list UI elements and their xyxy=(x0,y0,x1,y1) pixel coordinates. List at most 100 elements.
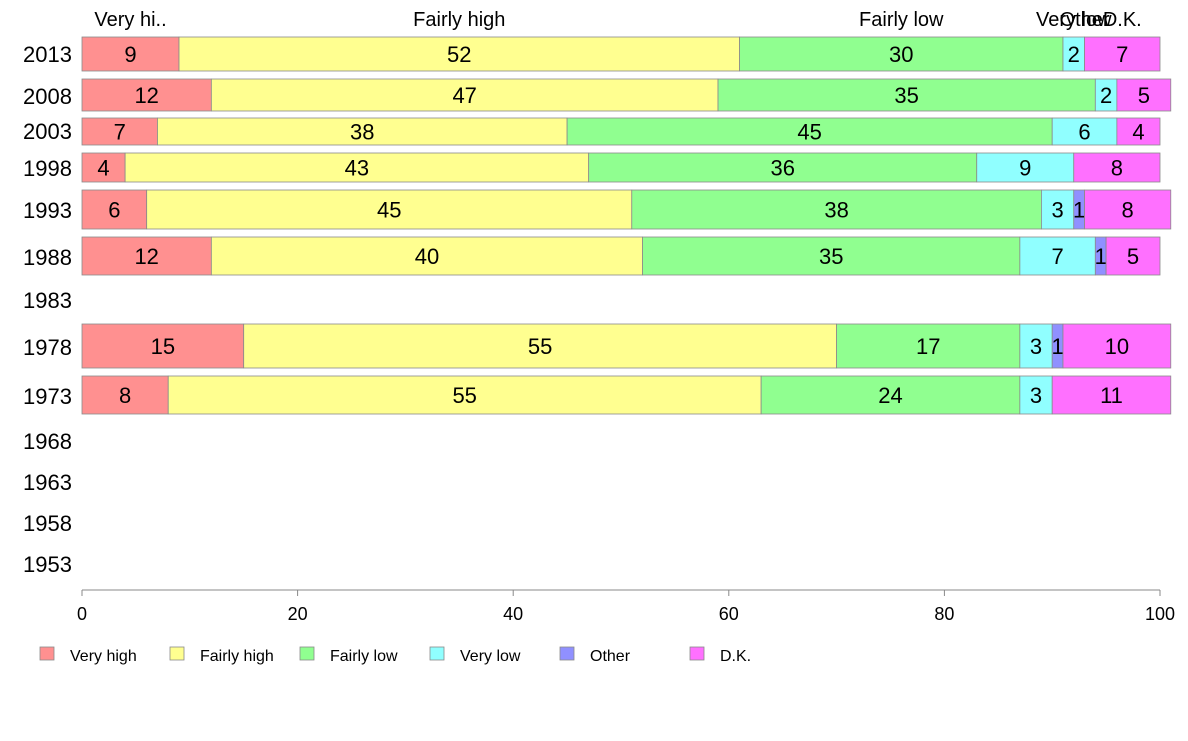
data-label: 5 xyxy=(1138,83,1150,108)
data-label: 5 xyxy=(1127,244,1139,269)
year-label: 1953 xyxy=(23,552,72,577)
year-label: 1993 xyxy=(23,198,72,223)
data-label: 6 xyxy=(1078,120,1090,145)
data-label: 1 xyxy=(1073,198,1085,223)
data-label: 12 xyxy=(134,244,158,269)
bar-segment xyxy=(631,189,1042,230)
legend-swatch xyxy=(39,646,55,661)
x-tick-label: 20 xyxy=(288,604,308,624)
legend-swatch xyxy=(689,646,705,661)
top-label-1: Fairly high xyxy=(413,9,505,31)
data-label: 15 xyxy=(151,334,175,359)
data-label: 47 xyxy=(452,83,476,108)
year-label: 1988 xyxy=(23,245,72,270)
x-tick-label: 100 xyxy=(1145,604,1175,624)
data-label: 7 xyxy=(1051,244,1063,269)
bar-segment xyxy=(81,236,212,276)
data-label: 40 xyxy=(415,244,439,269)
data-label: 1 xyxy=(1051,334,1063,359)
legend-swatch xyxy=(429,646,445,661)
data-label: 8 xyxy=(119,383,131,408)
bar-segment xyxy=(167,375,762,415)
bar-segment xyxy=(1062,323,1172,369)
data-label: 30 xyxy=(889,42,913,67)
legend-label: Very low xyxy=(460,648,521,665)
bar-segment xyxy=(1051,375,1172,415)
data-label: 38 xyxy=(824,198,848,223)
legend-label: Fairly high xyxy=(200,648,274,665)
data-label: 6 xyxy=(108,198,120,223)
year-label: 2003 xyxy=(23,119,72,144)
x-tick-label: 40 xyxy=(503,604,523,624)
bar-segment xyxy=(81,323,245,369)
legend-swatch xyxy=(299,646,315,661)
data-label: 38 xyxy=(350,120,374,145)
x-tick-label: 0 xyxy=(77,604,87,624)
top-label-3: Very low xyxy=(1036,9,1112,31)
bar-segment xyxy=(1084,36,1161,72)
year-label: 1983 xyxy=(23,288,72,313)
bar-segment xyxy=(1073,152,1161,183)
bar-segment xyxy=(124,152,590,183)
bar-segment xyxy=(81,189,148,230)
data-label: 35 xyxy=(819,244,843,269)
year-label: 2008 xyxy=(23,84,72,109)
data-label: 36 xyxy=(770,156,794,181)
top-label-4: Other xyxy=(1060,9,1110,31)
bar-segment xyxy=(1019,375,1053,415)
data-label: 2 xyxy=(1100,83,1112,108)
bar-segment xyxy=(642,236,1021,276)
top-label-0: Very hi.. xyxy=(94,9,166,31)
data-label: 3 xyxy=(1030,334,1042,359)
bar-segment xyxy=(717,78,1096,112)
top-label-5: D.K. xyxy=(1103,9,1142,31)
data-label: 55 xyxy=(452,383,476,408)
bar-segment xyxy=(1116,78,1172,112)
legend-label: Fairly low xyxy=(330,648,398,665)
data-label: 52 xyxy=(447,42,471,67)
bar-segment xyxy=(1019,236,1096,276)
data-label: 7 xyxy=(114,120,126,145)
bar-segment xyxy=(81,152,126,183)
bar-segment xyxy=(1084,189,1172,230)
bar-segment xyxy=(739,36,1064,72)
bar-segment xyxy=(1041,189,1075,230)
data-label: 17 xyxy=(916,334,940,359)
bar-segment xyxy=(588,152,978,183)
data-label: 10 xyxy=(1105,334,1129,359)
bar-segment xyxy=(157,117,568,146)
bar-segment xyxy=(1116,117,1161,146)
data-label: 11 xyxy=(1100,383,1123,408)
year-label: 1958 xyxy=(23,511,72,536)
bar-segment xyxy=(81,36,180,72)
bar-segment xyxy=(1019,323,1053,369)
year-label: 1973 xyxy=(23,384,72,409)
year-label: 1978 xyxy=(23,335,72,360)
data-label: 4 xyxy=(1132,120,1144,145)
legend-label: Very high xyxy=(70,648,137,665)
legend-swatch xyxy=(559,646,575,661)
data-label: 8 xyxy=(1122,198,1134,223)
data-label: 4 xyxy=(97,156,109,181)
data-label: 7 xyxy=(1116,42,1128,67)
data-label: 45 xyxy=(797,120,821,145)
bar-segment xyxy=(760,375,1021,415)
data-label: 3 xyxy=(1051,198,1063,223)
data-label: 12 xyxy=(134,83,158,108)
bar-segment xyxy=(1051,117,1118,146)
x-tick-label: 60 xyxy=(719,604,739,624)
bar-segment xyxy=(146,189,633,230)
year-label: 1968 xyxy=(23,429,72,454)
data-label: 55 xyxy=(528,334,552,359)
bar-segment xyxy=(81,78,212,112)
bar-segment xyxy=(243,323,838,369)
data-label: 8 xyxy=(1111,156,1123,181)
data-label: 43 xyxy=(345,156,369,181)
legend-swatch xyxy=(169,646,185,661)
data-label: 45 xyxy=(377,198,401,223)
data-label: 24 xyxy=(878,383,902,408)
data-label: 3 xyxy=(1030,383,1042,408)
bar-segment xyxy=(976,152,1075,183)
